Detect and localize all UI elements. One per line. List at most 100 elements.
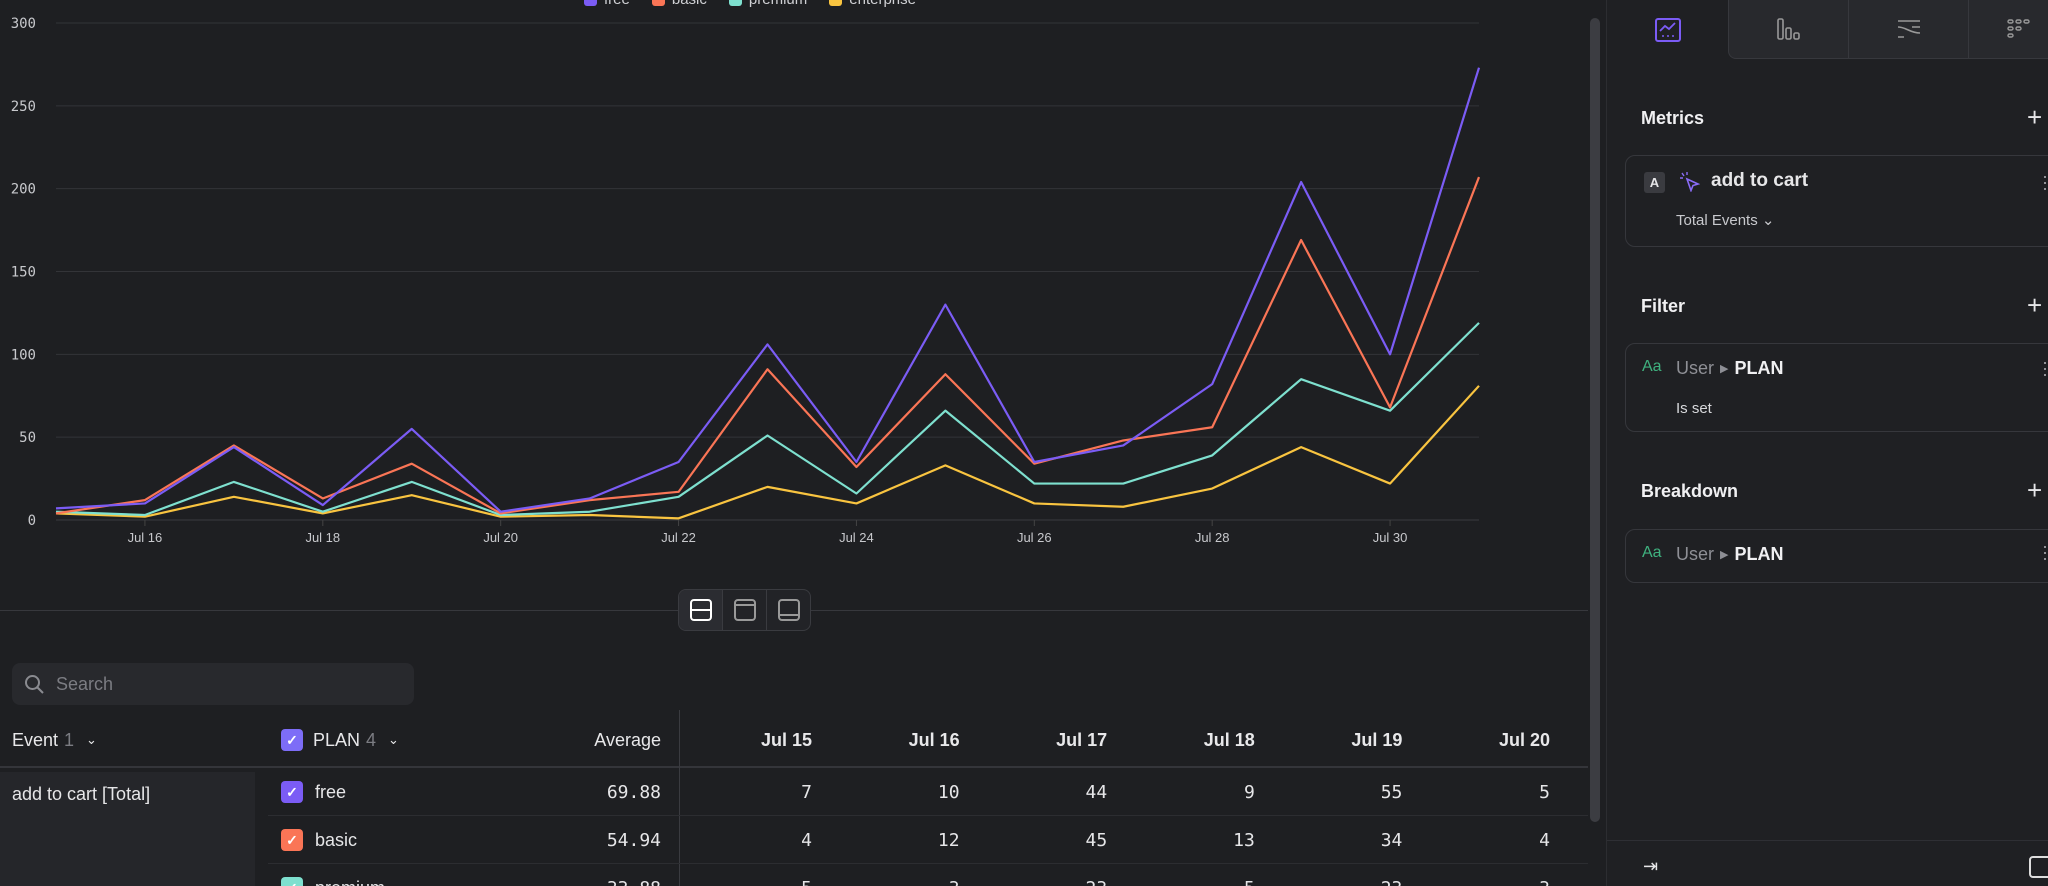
- date-column-header[interactable]: Jul 16: [908, 729, 960, 750]
- more-options-icon[interactable]: ⋯: [2035, 174, 2048, 190]
- x-tick-label: Jul 30: [1373, 530, 1408, 545]
- add-filter-button[interactable]: +: [2027, 290, 2043, 320]
- flows-icon: [1897, 20, 1920, 38]
- breakdown-card[interactable]: Aa User ▶ PLAN ⋯: [1625, 529, 2048, 583]
- row-value: 7: [801, 782, 812, 803]
- collapse-panel-icon[interactable]: ⇥: [1643, 856, 1659, 876]
- vertical-scrollbar[interactable]: [1590, 18, 1600, 822]
- plan-column-header[interactable]: ✓ PLAN 4 ⌄: [281, 726, 399, 754]
- caret-right-icon: ▶: [1720, 363, 1729, 375]
- metric-card[interactable]: A add to cart Total Events ⌄ ⋯: [1625, 155, 2048, 247]
- average-column-header[interactable]: Average: [541, 726, 661, 754]
- row-checkbox[interactable]: ✓: [281, 781, 303, 803]
- plan-header-label: PLAN: [313, 729, 361, 750]
- metric-event-name[interactable]: add to cart: [1711, 170, 1809, 191]
- chart-legend: free basic premium enterprise: [0, 0, 1500, 8]
- event-cell: add to cart [Total]: [0, 772, 255, 886]
- row-value: 5: [1539, 782, 1550, 803]
- text-property-icon: Aa: [1642, 544, 1662, 561]
- caret-right-icon: ▶: [1720, 549, 1729, 561]
- layout-toggle: [678, 589, 811, 631]
- series-line-enterprise: [55, 385, 1480, 520]
- y-tick-label: 150: [11, 265, 36, 281]
- tab-insights[interactable]: [1607, 0, 1728, 59]
- row-checkbox[interactable]: ✓: [281, 829, 303, 851]
- bar-chart-icon: [1776, 18, 1800, 40]
- column-divider: [679, 710, 680, 886]
- y-tick-label: 300: [11, 16, 36, 32]
- top-view-icon: [733, 599, 756, 621]
- breakdown-property[interactable]: PLAN: [1734, 544, 1784, 564]
- date-column-header[interactable]: Jul 18: [1203, 729, 1255, 750]
- layout-chart-only-button[interactable]: [723, 590, 767, 630]
- split-view-icon: [689, 599, 712, 621]
- panel-footer-divider: [1607, 840, 2048, 841]
- row-value: 5: [692, 878, 812, 886]
- legend-label: basic: [672, 0, 707, 8]
- table-row: ✓ basic 54.94 4 12 45 13 34 4: [268, 816, 1588, 864]
- plan-name: basic: [315, 830, 358, 850]
- legend-item-premium[interactable]: premium: [728, 0, 807, 8]
- add-metric-button[interactable]: +: [2027, 102, 2043, 132]
- header-divider: [0, 766, 1588, 768]
- grid-dots-icon: [2006, 19, 2030, 38]
- x-tick-label: Jul 26: [1017, 530, 1052, 545]
- tab-funnels[interactable]: [1728, 0, 1848, 59]
- table-row: ✓ free 69.88 7 10 44 9 55 5: [268, 768, 1588, 816]
- tab-flows[interactable]: [1848, 0, 1968, 59]
- legend-label: enterprise: [849, 0, 916, 8]
- filter-condition[interactable]: Is set: [1676, 400, 1712, 417]
- row-value: 5: [1135, 878, 1255, 886]
- row-value: 3: [840, 878, 960, 886]
- row-checkbox[interactable]: ✓: [281, 877, 303, 886]
- layout-split-button[interactable]: [679, 590, 723, 630]
- breakdown-heading: Breakdown: [1641, 481, 1739, 501]
- filter-property[interactable]: PLAN: [1734, 358, 1784, 378]
- table-search[interactable]: [12, 663, 414, 705]
- legend-item-basic[interactable]: basic: [651, 0, 707, 8]
- add-breakdown-button[interactable]: +: [2027, 475, 2043, 505]
- more-options-icon[interactable]: ⋯: [2035, 544, 2048, 560]
- layout-table-only-button[interactable]: [767, 590, 810, 630]
- row-value: 34: [1380, 830, 1403, 851]
- filter-card[interactable]: Aa User ▶ PLAN Is set ⋯: [1625, 343, 2048, 432]
- y-tick-label: 0: [28, 513, 36, 529]
- legend-item-enterprise[interactable]: enterprise: [829, 0, 916, 8]
- date-column-header[interactable]: Jul 19: [1351, 729, 1403, 750]
- filter-heading: Filter: [1641, 296, 1686, 316]
- date-column-header[interactable]: Jul 20: [1498, 729, 1550, 750]
- click-event-icon: [1680, 172, 1700, 192]
- aggregation-dropdown[interactable]: Total Events ⌄: [1676, 211, 1774, 229]
- x-tick-label: Jul 16: [128, 530, 163, 545]
- average-header-label: Average: [594, 729, 661, 750]
- x-tick-label: Jul 22: [661, 530, 696, 545]
- legend-swatch: [728, 0, 742, 6]
- search-input[interactable]: [56, 673, 386, 695]
- row-value: 55: [1380, 782, 1403, 803]
- metrics-heading: Metrics: [1641, 108, 1705, 128]
- x-tick-label: Jul 18: [305, 530, 340, 545]
- select-all-checkbox[interactable]: ✓: [281, 729, 303, 751]
- legend-swatch: [829, 0, 843, 6]
- x-tick-label: Jul 24: [839, 530, 874, 545]
- sidebar-toggle-icon[interactable]: [2029, 856, 2048, 878]
- metric-letter-badge: A: [1644, 172, 1665, 193]
- filter-entity: User: [1676, 358, 1715, 378]
- chart-and-table-area: 0 50 100 150 200 250 300 Jul 16 Jul 18 Jul 20 Jul …: [0, 0, 1588, 886]
- legend-swatch: [584, 0, 598, 6]
- date-column-header[interactable]: Jul 15: [760, 729, 812, 750]
- row-average: 54.94: [606, 830, 661, 851]
- row-value: 3: [1430, 878, 1550, 886]
- row-value: 23: [987, 878, 1108, 886]
- more-options-icon[interactable]: ⋯: [2035, 360, 2048, 376]
- date-column-header[interactable]: Jul 17: [1056, 729, 1108, 750]
- chevron-down-icon: ⌄: [388, 732, 399, 747]
- search-icon: [25, 675, 44, 694]
- legend-swatch: [651, 0, 665, 6]
- event-column-header[interactable]: Event 1 ⌄: [12, 726, 97, 754]
- bottom-view-icon: [777, 599, 800, 621]
- line-chart-icon: [1654, 17, 1681, 42]
- y-tick-label: 100: [11, 347, 36, 363]
- tab-retention[interactable]: [1968, 0, 2048, 59]
- legend-item-free[interactable]: free: [584, 0, 630, 8]
